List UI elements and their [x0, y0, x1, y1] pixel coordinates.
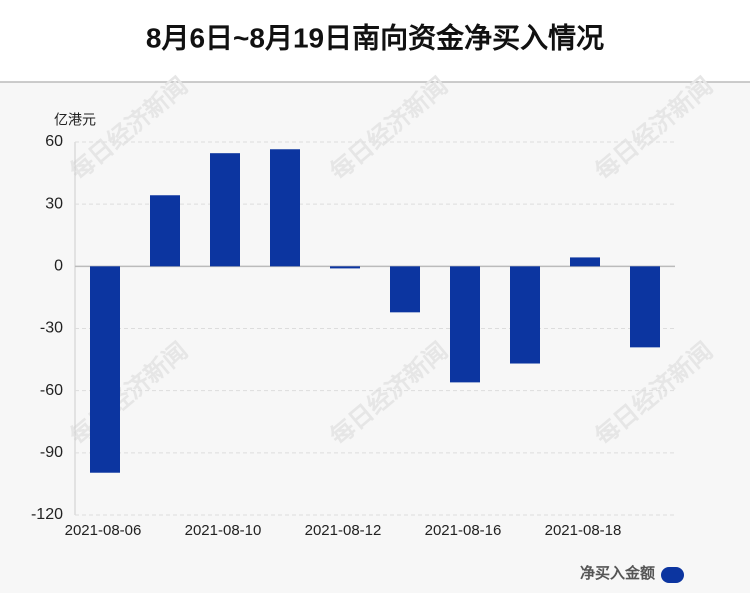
watermark: 每日经济新闻	[325, 72, 453, 186]
y-tick-label: -30	[40, 320, 63, 337]
x-tick-label: 2021-08-12	[305, 522, 382, 539]
bar	[270, 149, 300, 267]
y-tick-label: 30	[45, 195, 63, 212]
bar	[210, 153, 240, 267]
y-tick-label: 60	[45, 133, 63, 150]
x-tick-label: 2021-08-10	[185, 522, 262, 539]
legend-swatch	[661, 567, 684, 583]
legend-label: 净买入金额	[580, 564, 655, 582]
bar	[330, 266, 360, 269]
x-tick-label: 2021-08-16	[425, 522, 502, 539]
bar	[570, 257, 600, 267]
chart-title: 8月6日~8月19日南向资金净买入情况	[146, 21, 604, 53]
watermark: 每日经济新闻	[65, 337, 193, 451]
watermark: 每日经济新闻	[325, 337, 453, 451]
x-tick-label: 2021-08-06	[65, 522, 142, 539]
bar	[90, 266, 120, 473]
bar	[390, 266, 420, 313]
watermark: 每日经济新闻	[65, 72, 193, 186]
bar	[510, 266, 540, 364]
bar	[150, 195, 180, 267]
y-tick-label: -120	[31, 506, 63, 523]
y-tick-label: -90	[40, 444, 63, 461]
bar	[450, 266, 480, 383]
y-tick-label: 0	[54, 258, 63, 275]
x-tick-label: 2021-08-18	[545, 522, 622, 539]
watermark: 每日经济新闻	[590, 337, 718, 451]
bar	[630, 266, 660, 348]
title-band	[0, 0, 750, 82]
watermark: 每日经济新闻	[590, 72, 718, 186]
y-unit: 亿港元	[54, 112, 96, 128]
y-tick-label: -60	[40, 382, 63, 399]
